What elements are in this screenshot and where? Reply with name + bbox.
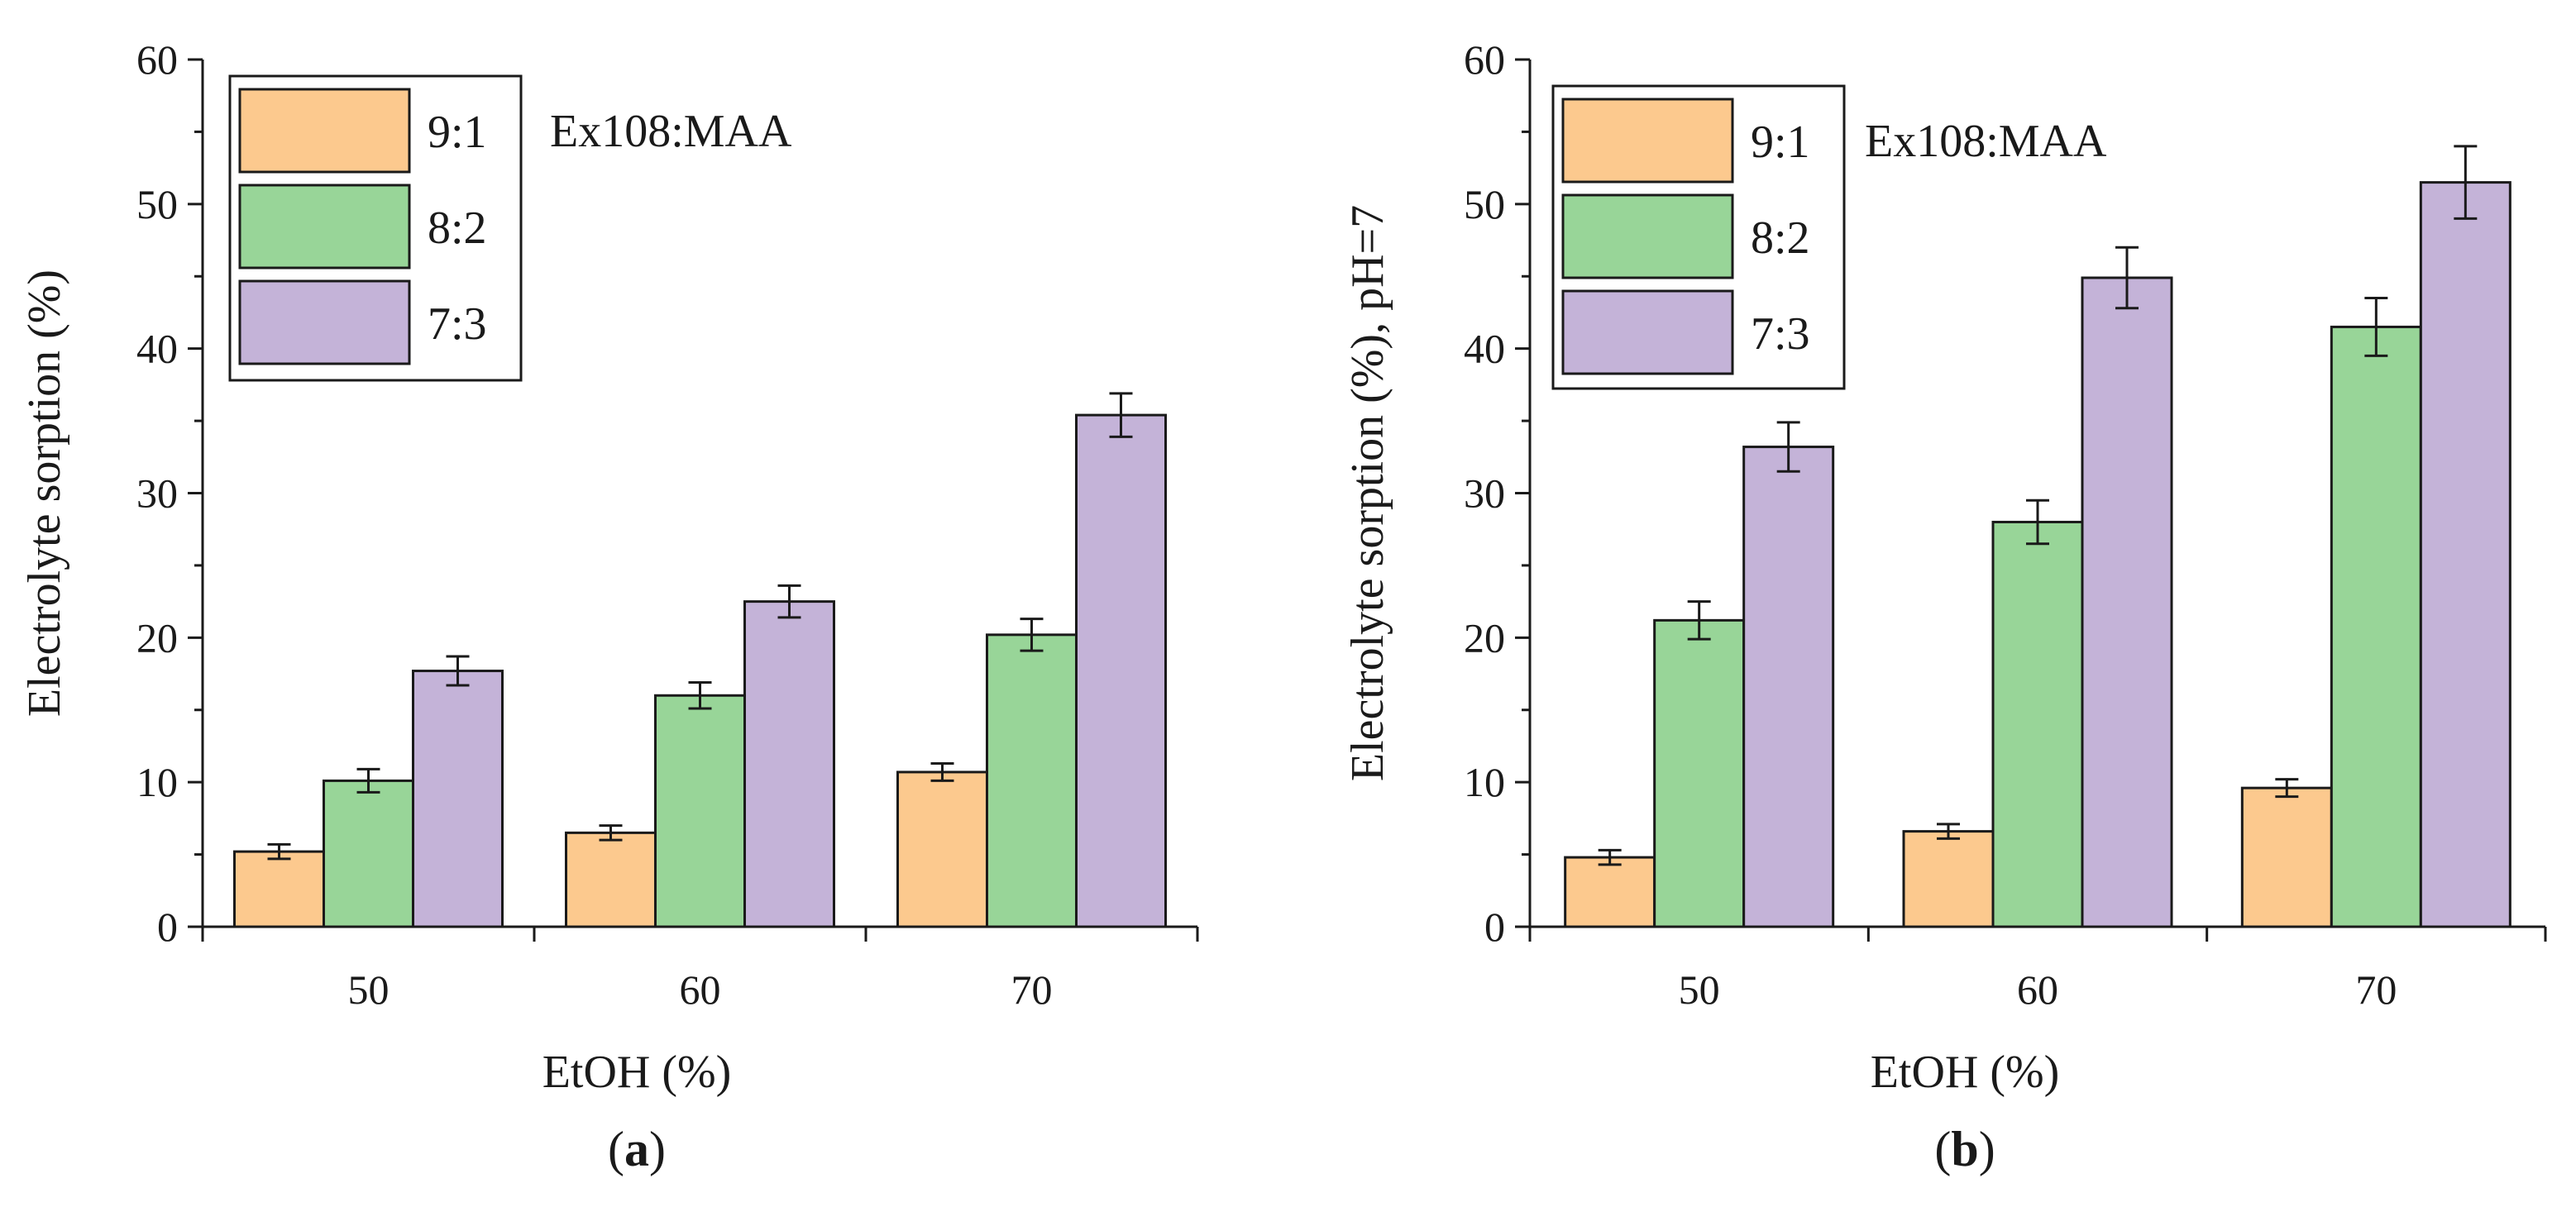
legend-label: 9:1 (428, 107, 487, 158)
legend-swatch-9-1 (1561, 98, 1734, 184)
y-tick-label: 20 (1464, 614, 1505, 661)
error-bar (688, 681, 712, 710)
legend-label: 8:2 (1751, 212, 1810, 264)
legend-swatch-7-3 (238, 279, 411, 365)
error-bar (1109, 392, 1133, 438)
error-bar (777, 584, 801, 619)
legend-title: Ex108:MAA (550, 106, 792, 157)
legend-swatch-7-3 (1561, 289, 1734, 375)
bar-8-2-50 (323, 779, 414, 928)
y-tick-label: 60 (136, 36, 178, 83)
y-tick-label: 30 (1464, 470, 1505, 517)
panel-label-open: ( (1934, 1122, 1951, 1176)
y-axis-title: Electrolyte sorption (%) (19, 270, 70, 717)
error-bar (930, 761, 954, 782)
y-tick-label: 0 (1484, 904, 1505, 950)
x-axis-title: EtOH (%) (1871, 1047, 2060, 1098)
x-tick-label: 60 (680, 966, 721, 1013)
legend-label: 9:1 (1751, 117, 1810, 168)
panel-label-close: ) (1979, 1122, 1995, 1176)
y-tick-label: 0 (157, 904, 178, 950)
x-tick-label: 60 (2017, 966, 2058, 1013)
y-axis-title: Electrolyte sorption (%), pH=7 (1342, 205, 1393, 781)
legend: 9:1 8:2 7:3 (1551, 84, 1846, 390)
bar-9-1-70 (896, 770, 988, 928)
bar-8-2-70 (986, 633, 1078, 928)
x-tick-label: 70 (2355, 966, 2397, 1013)
bar-9-1-50 (233, 850, 325, 928)
bar-9-1-50 (1564, 856, 1656, 928)
error-bar (356, 767, 380, 794)
bar-9-1-70 (2240, 786, 2333, 928)
error-bar (2115, 246, 2139, 310)
y-tick-label: 10 (1464, 759, 1505, 805)
y-tick-label: 40 (136, 326, 178, 372)
error-bar (1687, 600, 1711, 641)
bar-7-3-50 (1742, 446, 1835, 928)
panel-label: (a) (608, 1122, 666, 1176)
x-tick-label: 70 (1011, 966, 1053, 1013)
bar-7-3-70 (1075, 413, 1167, 928)
bar-9-1-60 (565, 831, 657, 928)
y-tick-label: 50 (1464, 181, 1505, 227)
error-bar (1598, 848, 1622, 866)
x-axis-title: EtOH (%) (542, 1047, 732, 1098)
chart-panel-a: 0 10 20 30 40 50 60 50 60 70 EtOH (%) Electrolyte s… (19, 36, 1199, 1176)
chart-panel-b: 0 10 20 30 40 50 60 50 60 70 EtOH (%) Electrolyte s… (1342, 36, 2547, 1176)
panel-label-open: ( (608, 1122, 624, 1176)
y-tick-label: 30 (136, 470, 178, 517)
bar-8-2-70 (2330, 325, 2422, 928)
bar-8-2-50 (1653, 618, 1746, 928)
error-bar (267, 842, 291, 861)
bar-7-3-50 (412, 670, 504, 928)
legend-label: 7:3 (428, 298, 487, 350)
panel-label-letter: b (1951, 1122, 1978, 1176)
legend-label: 7:3 (1751, 308, 1810, 360)
y-tick-label: 20 (136, 614, 178, 661)
legend-swatch-8-2 (1561, 193, 1734, 279)
x-tick-label: 50 (1679, 966, 1720, 1013)
legend-swatch-8-2 (238, 184, 411, 270)
error-bar (1020, 618, 1044, 652)
bar-8-2-60 (654, 694, 746, 928)
panel-label: (b) (1934, 1122, 1995, 1176)
error-bar (2364, 296, 2388, 357)
panel-label-letter: a (624, 1122, 649, 1176)
error-bar (2275, 778, 2299, 799)
legend: 9:1 8:2 7:3 (228, 74, 523, 382)
bar-7-3-70 (2419, 181, 2511, 928)
legend-swatch-9-1 (238, 88, 411, 174)
error-bar (1937, 823, 1960, 840)
bar-9-1-60 (1902, 830, 1995, 928)
error-bar (446, 655, 470, 687)
legend-label: 8:2 (428, 203, 487, 254)
legend-title: Ex108:MAA (1865, 116, 2107, 167)
bar-8-2-60 (1991, 520, 2084, 928)
error-bar (599, 824, 623, 842)
y-tick-label: 40 (1464, 326, 1505, 372)
bar-7-3-60 (743, 600, 835, 928)
y-tick-label: 10 (136, 759, 178, 805)
y-tick-label: 60 (1464, 36, 1505, 83)
panel-label-close: ) (649, 1122, 666, 1176)
bar-7-3-60 (2081, 276, 2173, 928)
error-bar (1776, 421, 1800, 473)
y-tick-label: 50 (136, 181, 178, 227)
error-bar (2026, 499, 2049, 546)
error-bar (2454, 145, 2478, 220)
x-tick-label: 50 (348, 966, 390, 1013)
